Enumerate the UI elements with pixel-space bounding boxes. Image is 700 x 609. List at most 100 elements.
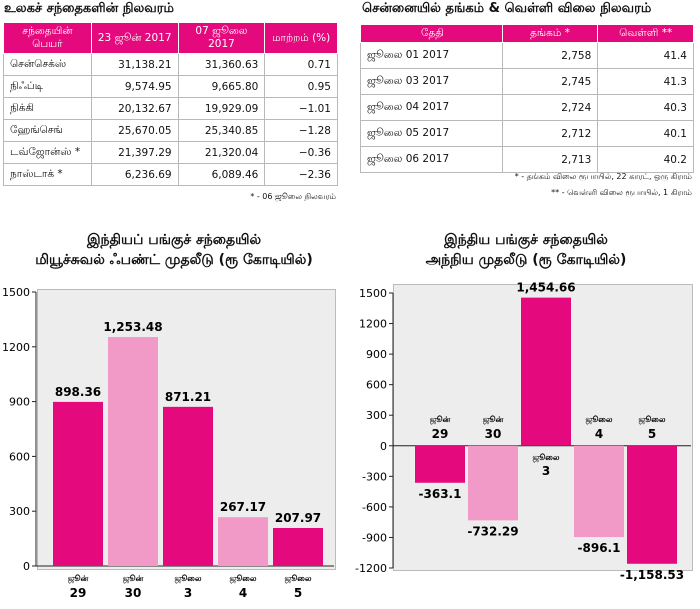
y-tick-label: 1200	[359, 318, 387, 331]
gold-header-cell: தங்கம் *	[501, 24, 599, 43]
market-change: −1.01	[264, 97, 338, 120]
data-label: 1,253.48	[103, 320, 162, 334]
data-label: 207.97	[275, 511, 321, 525]
y-tick-label: 900	[366, 348, 387, 361]
gold-price: 2,713	[501, 146, 599, 173]
bar	[108, 337, 158, 566]
y-tick-label: 1200	[2, 341, 30, 354]
market-change: 0.95	[264, 75, 338, 98]
table-row: ஜூலை 01 2017 2,758 41.4	[360, 42, 694, 69]
market-value: 6,236.69	[90, 163, 179, 186]
gold-price: 2,724	[501, 94, 599, 121]
x-tick-label: 4	[595, 427, 603, 441]
market-name: நிஃப்டி	[3, 75, 92, 98]
gold-header-row: தேதி தங்கம் * வெள்ளி **	[360, 24, 694, 43]
chart-left-svg: 0 300 600 900 1200 1500 898.36 1,253.48 871.21 26…	[2, 286, 334, 600]
x-tick-label: ஜூலை	[586, 415, 613, 425]
bar	[468, 445, 518, 521]
silver-note: ** - வெள்ளி விலை ரூபாயில், 1 கிராம்	[551, 188, 692, 197]
x-tick-label: 30	[125, 586, 142, 600]
bar	[627, 445, 677, 564]
x-tick-label: 29	[70, 586, 87, 600]
market-value: 21,320.04	[177, 141, 266, 164]
market-value: 21,397.29	[90, 141, 179, 164]
data-label: 898.36	[55, 385, 101, 399]
market-name: சென்செக்ஸ்	[3, 53, 92, 76]
x-tick-label: ஜூன்	[483, 415, 504, 425]
market-value: 31,138.21	[90, 53, 179, 76]
y-tick-label: 0	[380, 440, 387, 453]
gold-note: * - தங்கம் விலை ரூபாயில், 22 காரட், ஒரு …	[514, 172, 692, 181]
market-change: 0.71	[264, 53, 338, 76]
bar	[574, 445, 624, 538]
markets-header-cell: மாற்றம் (%)	[264, 22, 338, 54]
gold-date: ஜூலை 04 2017	[360, 94, 503, 121]
x-tick-label: ஜூலை	[230, 574, 257, 584]
table-row: ஜூலை 03 2017 2,745 41.3	[360, 68, 694, 95]
y-tick-label: 1500	[359, 287, 387, 300]
gold-price: 2,745	[501, 68, 599, 95]
markets-header-cell: 07 ஜூலை 2017	[177, 22, 266, 54]
market-value: 19,929.09	[177, 97, 266, 120]
market-value: 25,340.85	[177, 119, 266, 142]
markets-note: * - 06 ஜூலை நிலவரம்	[250, 192, 336, 201]
silver-price: 40.1	[597, 120, 694, 147]
gold-date: ஜூலை 05 2017	[360, 120, 503, 147]
y-tick-label: 600	[9, 450, 30, 463]
market-name: நிக்கி	[3, 97, 92, 120]
gold-date: ஜூலை 01 2017	[360, 42, 503, 69]
market-change: −1.28	[264, 119, 338, 142]
y-tick-label: -1200	[355, 562, 387, 575]
x-tick-label: ஜூலை	[533, 453, 560, 463]
data-label: 267.17	[220, 500, 266, 514]
market-value: 31,360.63	[177, 53, 266, 76]
y-tick-label: 0	[23, 560, 30, 573]
table-row: ஜூலை 06 2017 2,713 40.2	[360, 146, 694, 173]
x-tick-label: 4	[239, 586, 247, 600]
x-tick-label: 30	[485, 427, 502, 441]
x-tick-label: ஜூலை	[175, 574, 202, 584]
chart-right-svg: -1200 -900 -600 -300 0 300 600 900 1200 1500 -363.…	[355, 281, 691, 582]
x-tick-label: ஜூன்	[430, 415, 451, 425]
gold-header-cell: தேதி	[360, 24, 503, 43]
y-tick-label: -900	[362, 531, 387, 544]
bar	[415, 445, 465, 483]
markets-header-cell: சந்தையின் பெயர்	[3, 22, 92, 54]
x-tick-label: ஜூன்	[123, 574, 144, 584]
silver-price: 40.2	[597, 146, 694, 173]
market-value: 25,670.05	[90, 119, 179, 142]
markets-table: சந்தையின் பெயர் 23 ஜூன் 2017 07 ஜூலை 201…	[3, 22, 338, 186]
market-change: −0.36	[264, 141, 338, 164]
table-row: சென்செக்ஸ் 31,138.21 31,360.63 0.71	[3, 53, 338, 76]
gold-title: சென்னையில் தங்கம் & வெள்ளி விலை நிலவரம்	[362, 1, 652, 16]
y-tick-label: 600	[366, 379, 387, 392]
x-tick-label: ஜூலை	[639, 415, 666, 425]
table-row: ஹேங்செங் 25,670.05 25,340.85 −1.28	[3, 119, 338, 142]
data-label: 871.21	[165, 390, 211, 404]
gold-price: 2,758	[501, 42, 599, 69]
y-tick-label: 900	[9, 396, 30, 409]
silver-price: 40.3	[597, 94, 694, 121]
x-tick-label: 29	[432, 427, 449, 441]
gold-header-cell: வெள்ளி **	[597, 24, 694, 43]
table-row: நிக்கி 20,132.67 19,929.09 −1.01	[3, 97, 338, 120]
x-tick-label: ஜூன்	[68, 574, 89, 584]
data-label: -363.1	[419, 487, 462, 501]
data-label: -732.29	[467, 524, 518, 538]
x-tick-label: ஜூலை	[285, 574, 312, 584]
x-tick-label: 3	[542, 464, 550, 478]
gold-price: 2,712	[501, 120, 599, 147]
market-value: 20,132.67	[90, 97, 179, 120]
table-row: ஜூலை 04 2017 2,724 40.3	[360, 94, 694, 121]
markets-header-row: சந்தையின் பெயர் 23 ஜூன் 2017 07 ஜூலை 201…	[3, 22, 338, 54]
data-label: -1,158.53	[620, 568, 684, 582]
chart-right-title: இந்திய பங்குச் சந்தையில்	[444, 232, 608, 248]
gold-date: ஜூலை 06 2017	[360, 146, 503, 173]
silver-price: 41.4	[597, 42, 694, 69]
table-row: டவ்ஜோன்ஸ் * 21,397.29 21,320.04 −0.36	[3, 141, 338, 164]
table-row: நிஃப்டி 9,574.95 9,665.80 0.95	[3, 75, 338, 98]
table-row: ஜூலை 05 2017 2,712 40.1	[360, 120, 694, 147]
market-value: 9,574.95	[90, 75, 179, 98]
chart-left-subtitle: மியூச்சுவல் ஃபண்ட் முதலீடு (ரூ கோடியில்)	[35, 252, 313, 268]
table-row: நாஸ்டாக் * 6,236.69 6,089.46 −2.36	[3, 163, 338, 186]
